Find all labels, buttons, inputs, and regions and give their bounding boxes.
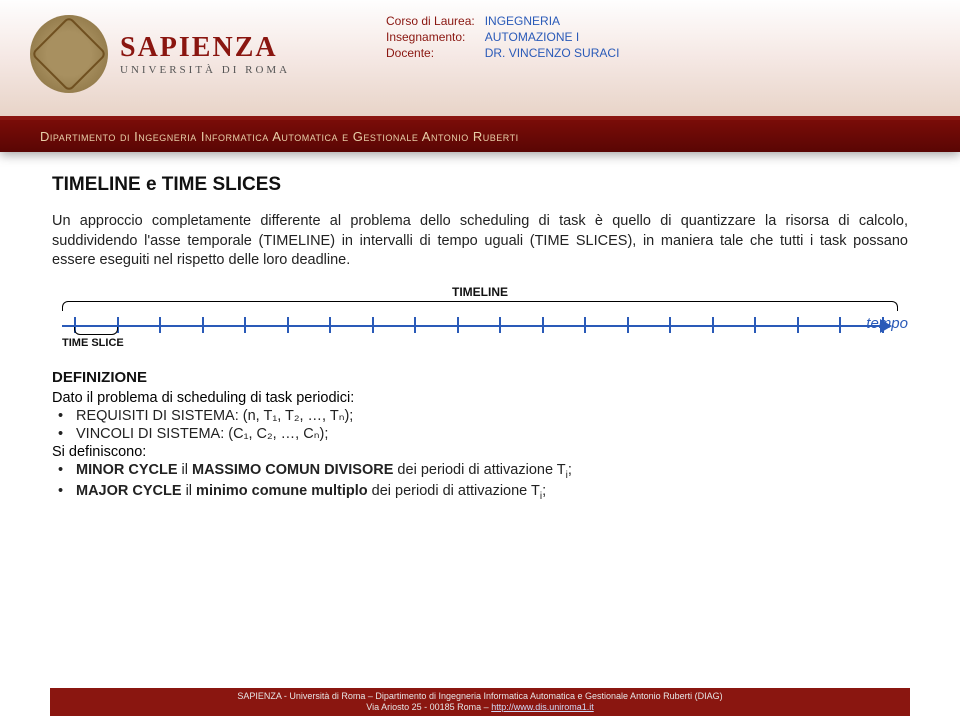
- timeline-tick: [244, 317, 246, 333]
- logo-sub-text: UNIVERSITÀ DI ROMA: [120, 64, 290, 76]
- timeline-tick: [627, 317, 629, 333]
- timeline-tick: [712, 317, 714, 333]
- footer-link[interactable]: http://www.dis.uniroma1.it: [491, 702, 594, 712]
- timeline-tick: [584, 317, 586, 333]
- footer-line1: SAPIENZA - Università di Roma – Dipartim…: [50, 691, 910, 702]
- value-degree: INGEGNERIA: [481, 14, 624, 28]
- header-band: SAPIENZA UNIVERSITÀ DI ROMA Corso di Lau…: [0, 0, 960, 120]
- timeline-tick: [159, 317, 161, 333]
- definition-intro: Dato il problema di scheduling di task p…: [52, 390, 908, 406]
- timeline-tick: [414, 317, 416, 333]
- timeline-tick: [329, 317, 331, 333]
- slide-paragraph: Un approccio completamente differente al…: [52, 212, 908, 271]
- label-teacher: Docente:: [382, 46, 479, 60]
- timeline-tick: [457, 317, 459, 333]
- bullet-requisiti: REQUISITI DI SISTEMA: (n, T₁, T₂, …, Tₙ)…: [58, 408, 908, 424]
- footer-inner: SAPIENZA - Università di Roma – Dipartim…: [50, 688, 910, 716]
- timeline-tick: [797, 317, 799, 333]
- definition-heading: DEFINIZIONE: [52, 369, 908, 386]
- definition-bullets-bottom: MINOR CYCLE il MASSIMO COMUN DIVISORE de…: [52, 462, 908, 502]
- bullet-major-cycle: MAJOR CYCLE il minimo comune multiplo de…: [58, 483, 908, 502]
- value-teacher: DR. VINCENZO SURACI: [481, 46, 624, 60]
- logo-icon: [30, 15, 108, 93]
- timeline-diagram: TIMELINE TIME SLICE tempo: [52, 285, 908, 355]
- definition-bullets-top: REQUISITI DI SISTEMA: (n, T₁, T₂, …, Tₙ)…: [52, 408, 908, 442]
- timeline-tick: [202, 317, 204, 333]
- timeline-tick: [669, 317, 671, 333]
- timeline-axis: [62, 311, 898, 339]
- timeslice-brace: [74, 327, 118, 335]
- timeline-tick: [754, 317, 756, 333]
- definition-mid: Si definiscono:: [52, 444, 908, 460]
- timeslice-label: TIME SLICE: [62, 337, 124, 349]
- timeline-tick: [499, 317, 501, 333]
- value-subject: AUTOMAZIONE I: [481, 30, 624, 44]
- axis-line: [62, 325, 880, 327]
- course-info: Corso di Laurea: INGEGNERIA Insegnamento…: [380, 12, 625, 62]
- timeline-brace-top: [62, 301, 898, 311]
- page-number: 19: [912, 689, 932, 710]
- timeline-tick: [542, 317, 544, 333]
- label-degree: Corso di Laurea:: [382, 14, 479, 28]
- logo: SAPIENZA UNIVERSITÀ DI ROMA: [30, 15, 290, 93]
- timeline-label: TIMELINE: [52, 285, 908, 299]
- axis-label-tempo: tempo: [866, 315, 908, 332]
- timeline-tick: [372, 317, 374, 333]
- bullet-minor-cycle: MINOR CYCLE il MASSIMO COMUN DIVISORE de…: [58, 462, 908, 481]
- footer: SAPIENZA - Università di Roma – Dipartim…: [0, 688, 960, 716]
- timeline-tick: [287, 317, 289, 333]
- slide-title: TIMELINE e TIME SLICES: [52, 174, 908, 196]
- bullet-vincoli: VINCOLI DI SISTEMA: (C₁, C₂, …, Cₙ);: [58, 426, 908, 442]
- footer-line2: Via Ariosto 25 - 00185 Roma – http://www…: [50, 702, 910, 713]
- timeline-tick: [839, 317, 841, 333]
- slide-content: TIMELINE e TIME SLICES Un approccio comp…: [0, 152, 960, 501]
- department-bar: Dipartimento di Ingegneria Informatica A…: [0, 120, 960, 152]
- logo-main-text: SAPIENZA: [120, 32, 290, 64]
- label-subject: Insegnamento:: [382, 30, 479, 44]
